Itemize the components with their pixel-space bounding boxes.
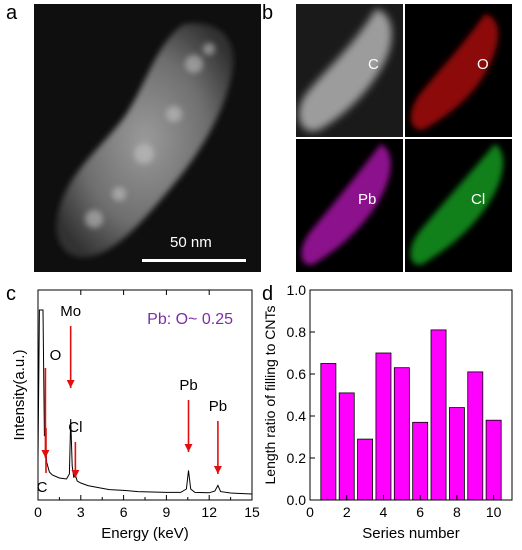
peak-label: Pb <box>179 377 197 394</box>
y-tick-label: 0.8 <box>287 324 307 340</box>
peak-label: Mo <box>60 303 81 320</box>
y-tick-label: 0.0 <box>287 492 307 508</box>
x-tick-label: 0 <box>306 504 314 520</box>
map-cl-label: Cl <box>471 191 486 208</box>
map-pb: Pb <box>296 139 403 272</box>
x-tick-label: 12 <box>201 504 217 520</box>
x-tick-label: 9 <box>163 504 171 520</box>
peak-label: O <box>50 347 62 364</box>
filling-ratio-bar-chart: 0 2 4 6 8 10 0.0 0.2 0.4 0.6 0.8 1.0 Series number Le… <box>262 282 513 542</box>
bar-series-3 <box>357 438 374 501</box>
bar-series-10 <box>485 419 502 501</box>
scale-bar <box>142 259 246 262</box>
x-tick-label: 6 <box>416 504 424 520</box>
y-axis-label: Length ratio of filling to CNTs <box>262 306 278 485</box>
peak-label: C <box>37 479 48 496</box>
map-c: C <box>296 4 403 137</box>
map-cl-signal <box>410 144 504 265</box>
bar-series-9 <box>467 371 484 501</box>
panel-label-c: c <box>6 283 16 305</box>
map-c-signal <box>298 9 392 132</box>
x-tick-label: 6 <box>120 504 128 520</box>
x-tick-label: 0 <box>34 504 42 520</box>
peak-arrowhead <box>71 470 80 478</box>
map-o: O <box>405 4 512 137</box>
x-axis-label: Series number <box>362 525 460 542</box>
x-tick-label: 3 <box>77 504 85 520</box>
panel-label-d: d <box>262 283 274 305</box>
x-axis-label: Energy (keV) <box>101 525 189 542</box>
bar-series-7 <box>430 329 447 501</box>
stem-image: 50 nm <box>34 4 261 272</box>
peak-label: Pb <box>209 398 227 415</box>
ratio-annotation: Pb: O~ 0.25 <box>147 311 233 328</box>
y-tick-label: 0.2 <box>287 450 307 466</box>
y-tick-label: 1.0 <box>287 282 307 298</box>
map-o-signal <box>410 14 499 130</box>
x-tick-label: 4 <box>380 504 388 520</box>
peak-label: Cl <box>68 419 82 436</box>
x-tick-label: 8 <box>453 504 461 520</box>
bar-series-4 <box>375 352 392 501</box>
eds-maps: C O Pb Cl <box>296 4 512 272</box>
nanotube-shape <box>56 23 234 258</box>
x-tick-label: 15 <box>244 504 260 520</box>
map-cl: Cl <box>405 139 512 272</box>
panel-label-a: a <box>6 2 18 24</box>
x-tick-label: 10 <box>486 504 502 520</box>
map-pb-signal <box>301 144 391 265</box>
bar-series-2 <box>338 392 355 501</box>
y-tick-label: 0.6 <box>287 366 307 382</box>
bar-series-1 <box>320 363 337 501</box>
map-o-label: O <box>477 56 489 73</box>
panel-label-b: b <box>262 2 274 24</box>
bar-series-8 <box>448 407 465 501</box>
y-tick-label: 0.4 <box>287 408 307 424</box>
scale-bar-label: 50 nm <box>170 234 212 251</box>
peak-arrowhead <box>184 444 193 452</box>
bar-series-6 <box>412 421 429 501</box>
map-pb-label: Pb <box>358 191 377 208</box>
peak-arrowhead <box>213 466 222 474</box>
plot-frame <box>309 289 513 501</box>
y-axis-label: Intensity(a.u.) <box>11 350 28 441</box>
x-tick-label: 2 <box>343 504 351 520</box>
bar-series-5 <box>393 367 410 501</box>
peak-arrowhead <box>66 380 75 388</box>
map-c-label: C <box>368 56 379 73</box>
eds-spectrum-chart: 0 3 6 9 12 15 C O Mo Cl Pb Pb Pb: O~ 0.25 Energy (keV… <box>11 289 260 542</box>
